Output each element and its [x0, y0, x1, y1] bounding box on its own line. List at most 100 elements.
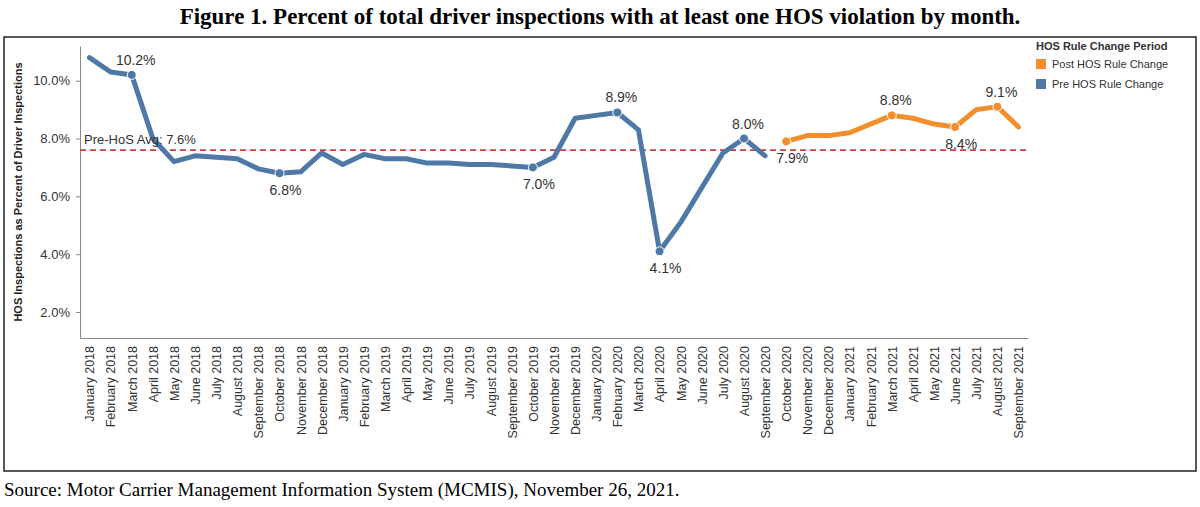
series-line	[786, 107, 1018, 142]
y-tick: 8.0%	[40, 131, 80, 146]
x-tick: August 2019	[485, 338, 499, 416]
x-tick-label: June 2021	[949, 346, 963, 404]
x-tick-label: May 2021	[928, 346, 942, 401]
y-axis-title: HOS Inspections as Percent of Driver Ins…	[12, 62, 24, 321]
x-tick-label: July 2020	[717, 346, 731, 400]
x-tick: July 2018	[210, 338, 224, 400]
x-tick-label: October 2020	[780, 346, 794, 422]
x-tick: December 2018	[316, 338, 330, 435]
point	[655, 247, 664, 256]
x-tick: June 2019	[442, 338, 456, 404]
data-label: 8.0%	[732, 116, 764, 132]
x-tick: November 2020	[801, 338, 815, 435]
x-tick-label: December 2018	[316, 346, 330, 435]
point	[782, 137, 791, 146]
legend-swatch	[1036, 59, 1046, 69]
point	[528, 163, 537, 172]
x-tick-label: April 2018	[147, 346, 161, 402]
x-tick-label: January 2021	[843, 346, 857, 422]
data-label: 7.0%	[523, 176, 555, 192]
x-tick-label: July 2021	[970, 346, 984, 400]
x-tick: May 2021	[928, 338, 942, 401]
data-label: 4.1%	[650, 260, 682, 276]
chart: Figure 1. Percent of total driver inspec…	[0, 0, 1200, 507]
x-tick: June 2018	[189, 338, 203, 404]
x-tick-label: August 2020	[738, 346, 752, 416]
x-tick: September 2021	[1012, 338, 1026, 438]
frame	[4, 37, 1196, 471]
legend: HOS Rule Change PeriodPost HOS Rule Chan…	[1036, 40, 1168, 90]
x-tick-label: April 2020	[653, 346, 667, 402]
x-tick: January 2018	[83, 338, 97, 422]
y-axis: 2.0%4.0%6.0%8.0%10.0%	[33, 47, 80, 339]
data-label: 8.4%	[945, 136, 977, 152]
point	[275, 169, 284, 178]
x-tick-label: May 2018	[168, 346, 182, 401]
point	[127, 70, 136, 79]
x-tick-label: December 2019	[569, 346, 583, 435]
y-tick-label: 2.0%	[40, 305, 70, 320]
x-tick: November 2019	[548, 338, 562, 435]
x-tick-label: October 2018	[273, 346, 287, 422]
x-tick: April 2018	[147, 338, 161, 402]
data-label: 6.8%	[270, 182, 302, 198]
x-tick-label: November 2019	[548, 346, 562, 435]
plot-area	[80, 58, 1028, 256]
x-axis: January 2018February 2018March 2018April…	[81, 338, 1029, 438]
x-tick-label: September 2021	[1012, 346, 1026, 438]
data-label: 10.2%	[116, 52, 156, 68]
y-tick-label: 4.0%	[40, 247, 70, 262]
y-tick-mark	[76, 312, 80, 313]
legend-label: Pre HOS Rule Change	[1052, 78, 1163, 90]
y-tick-label: 10.0%	[33, 73, 70, 88]
x-tick: February 2018	[104, 338, 118, 427]
x-tick-label: September 2018	[252, 346, 266, 438]
x-tick: December 2020	[822, 338, 836, 435]
y-tick: 10.0%	[33, 73, 80, 88]
x-tick: October 2018	[273, 338, 287, 422]
x-tick-label: May 2020	[675, 346, 689, 401]
x-tick-label: August 2019	[485, 346, 499, 416]
x-tick-label: March 2020	[632, 346, 646, 412]
x-tick-label: April 2019	[400, 346, 414, 402]
x-tick-label: June 2020	[696, 346, 710, 404]
x-tick-label: April 2021	[907, 346, 921, 402]
x-tick: May 2019	[421, 338, 435, 401]
x-tick-label: August 2021	[991, 346, 1005, 416]
reference-line	[80, 149, 1028, 151]
x-tick-label: March 2019	[379, 346, 393, 412]
series-line	[90, 58, 766, 252]
x-tick-label: May 2019	[421, 346, 435, 401]
x-tick-label: December 2020	[822, 346, 836, 435]
x-tick-label: August 2018	[231, 346, 245, 416]
x-tick: August 2018	[231, 338, 245, 416]
point	[887, 111, 896, 120]
x-tick: July 2021	[970, 338, 984, 400]
x-tick: February 2021	[865, 338, 879, 427]
legend-swatch	[1036, 79, 1046, 89]
point	[993, 102, 1002, 111]
y-axis-line	[80, 47, 81, 339]
x-tick-label: January 2020	[590, 346, 604, 422]
x-tick-label: July 2019	[463, 346, 477, 400]
data-label: 8.8%	[880, 92, 912, 108]
x-tick: September 2020	[759, 338, 773, 438]
x-tick: June 2020	[696, 338, 710, 404]
x-tick-label: January 2018	[83, 346, 97, 422]
y-tick-mark	[76, 254, 80, 255]
x-tick-label: February 2018	[104, 346, 118, 427]
x-tick: March 2019	[379, 338, 393, 412]
x-tick: August 2020	[738, 338, 752, 416]
x-tick: May 2020	[675, 338, 689, 401]
title: Figure 1. Percent of total driver inspec…	[180, 4, 1021, 29]
x-tick-label: January 2019	[337, 346, 351, 422]
x-tick: August 2021	[991, 338, 1005, 416]
legend-label: Post HOS Rule Change	[1052, 58, 1168, 70]
x-tick: July 2020	[717, 338, 731, 400]
x-tick: July 2019	[463, 338, 477, 400]
reference-label: Pre-HoS Avg: 7.6%	[84, 132, 196, 147]
x-tick: June 2021	[949, 338, 963, 404]
x-tick: January 2021	[843, 338, 857, 422]
x-tick: March 2021	[886, 338, 900, 412]
x-tick-label: February 2021	[865, 346, 879, 427]
